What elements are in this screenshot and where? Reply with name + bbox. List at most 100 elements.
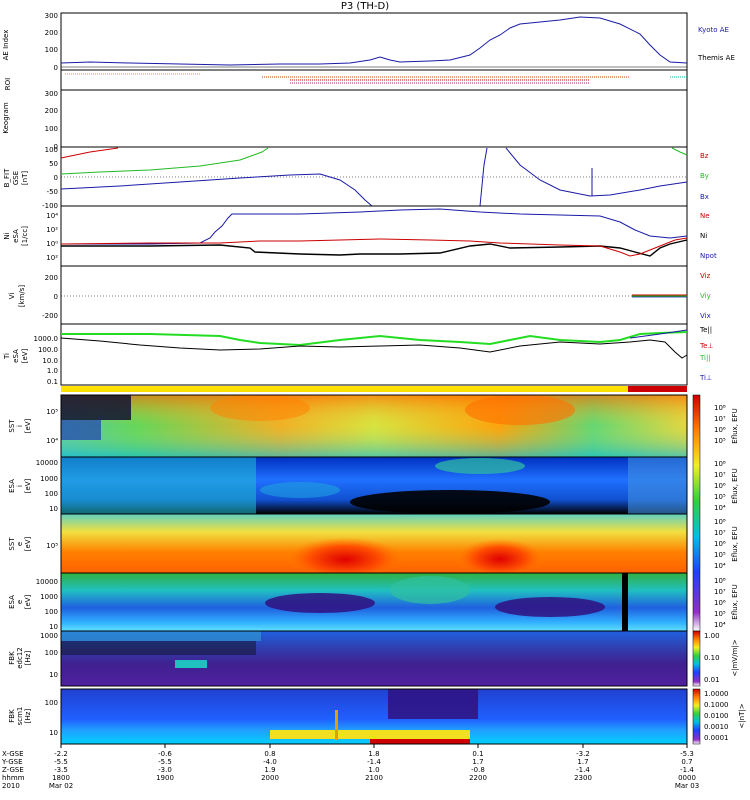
- axis-row-label-4: 2010: [2, 782, 20, 790]
- legend-ti-par: Ti||: [699, 354, 711, 362]
- axis-col-3-hhmm: 2100: [365, 774, 383, 782]
- by-line: [60, 147, 269, 175]
- ne-line: [60, 237, 688, 257]
- bz-line: [60, 147, 119, 159]
- esa-electron-ylabel-2: [eV]: [24, 594, 32, 609]
- velocity-panel: Vi [km/s] -200 0 200 Viz Viy Vix: [8, 265, 711, 325]
- axis-col-5-y: 1.7: [577, 758, 588, 766]
- esa-electron-ytick-2: 100: [45, 608, 58, 616]
- fbk-b-ytick-0: 100: [45, 699, 58, 707]
- cbar4-tick-1: 10⁷: [714, 588, 726, 596]
- density-ylabel-2: [1/cc]: [21, 226, 29, 246]
- legend-bz: Bz: [700, 152, 709, 160]
- ae-ylabel: AE Index: [2, 30, 10, 61]
- te-par-line: [60, 337, 688, 359]
- density-ylabel-0: Ni: [3, 232, 11, 239]
- axis-col-2-z: 1.9: [264, 766, 275, 774]
- density-ylabel-1: eSA: [12, 229, 20, 243]
- esa-ion-ytick-0: 10000: [36, 459, 58, 467]
- bfit-panel: B_FIT GSE [nT] -100 -50 0 50 100 Bz By B…: [3, 146, 709, 210]
- cbar2-tick-0: 10⁸: [714, 460, 726, 468]
- cbar3-tick-3: 10⁵: [714, 551, 726, 559]
- fbk-e-ylabel-1: edc12: [16, 647, 24, 669]
- legend-ne: Ne: [700, 212, 710, 220]
- ti-par-line: [61, 331, 688, 347]
- axis-col-1: -0.6 -5.5 -3.0 1900: [156, 750, 174, 782]
- axis-col-6-hhmm: 0000: [678, 774, 696, 782]
- axis-col-4-y: 1.7: [472, 758, 483, 766]
- bfit-ytick-1: -50: [47, 188, 58, 196]
- keogram-ytick-0: 0: [54, 143, 58, 151]
- sst-ion-panel: SST i [eV] 10⁵ 10⁴: [8, 394, 688, 458]
- bx-line-3: [505, 147, 688, 197]
- npot-line: [61, 208, 688, 245]
- legend-ti-perp: Ti⊥: [699, 374, 712, 382]
- density-ytick-1: 10⁰: [46, 240, 58, 248]
- keogram-ytick-2: 200: [45, 107, 58, 115]
- esa-electron-ylabel-1: e: [16, 600, 24, 604]
- temperature-ylabel-2: [eV]: [21, 348, 29, 363]
- axis-row-label-3: hhmm: [2, 774, 25, 782]
- fbk-e-ytick-1: 100: [45, 649, 58, 657]
- bfit-ylabel-1: GSE: [12, 171, 20, 185]
- fbk-b-ylabel-1: scm1: [16, 707, 24, 726]
- temperature-ylabel-0: Ti: [3, 353, 11, 360]
- ae-ytick-0: 0: [54, 64, 58, 72]
- esa-electron-ytick-3: 10: [49, 623, 58, 631]
- cbar2-tick-3: 10⁵: [714, 493, 726, 501]
- axis-col-1-x: -0.6: [158, 750, 172, 758]
- axis-col-0-hhmm: 1800: [52, 774, 70, 782]
- velocity-ytick-1: 0: [54, 293, 58, 301]
- fbk-e-ylabel-2: [Hz]: [24, 651, 32, 666]
- cbar6-tick-2: 0.0100: [704, 712, 729, 720]
- sst-electron-panel: SST e [eV] 10⁵: [8, 513, 688, 577]
- cbar1-tick-0: 10⁸: [714, 404, 726, 412]
- cbar2-label: Eflux, EFU: [731, 468, 739, 503]
- axis-col-5: -3.2 1.7 -1.4 2300: [574, 750, 592, 782]
- esa-ion-ylabel-0: ESA: [8, 479, 16, 493]
- legend-npot: Npot: [700, 252, 717, 260]
- axis-col-3: 1.8 -1.4 1.0 2100: [365, 750, 383, 782]
- axis-col-0-date: Mar 02: [49, 782, 73, 790]
- colorbars: 10⁸ 10⁷ 10⁶ 10⁵ Eflux, EFU 10⁸ 10⁷ 10⁶ 1…: [692, 394, 746, 745]
- density-ytick-3: 10⁴: [46, 212, 58, 220]
- bfit-ylabel-0: B_FIT: [3, 168, 11, 187]
- axis-col-4-z: -0.8: [471, 766, 485, 774]
- fbk-b-ylabel-2: [Hz]: [24, 709, 32, 724]
- esa-ion-ylabel-1: i: [16, 485, 24, 487]
- sst-ion-ytick-1: 10⁴: [46, 437, 58, 445]
- axis-col-3-z: 1.0: [368, 766, 379, 774]
- axis-row-label-0: X-GSE: [2, 750, 24, 758]
- fbk-b-ytick-1: 10: [49, 729, 58, 737]
- axis-col-5-z: -1.4: [576, 766, 590, 774]
- axis-col-6-x: -5.3: [680, 750, 694, 758]
- temperature-ylabel-1: eSA: [12, 349, 20, 363]
- cbar4-tick-4: 10⁴: [714, 621, 726, 629]
- axis-col-4-hhmm: 2200: [469, 774, 487, 782]
- mode-bar: [61, 386, 687, 392]
- axis-col-1-z: -3.0: [158, 766, 172, 774]
- ae-ytick-3: 300: [45, 12, 58, 20]
- bx-line: [60, 173, 373, 207]
- axis-col-3-y: -1.4: [367, 758, 381, 766]
- esa-ion-panel: ESA i [eV] 10000 1000 100 10: [8, 456, 688, 515]
- cbar6-tick-0: 1.0000: [704, 690, 729, 698]
- fbk-b-ylabel-0: FBK: [8, 709, 16, 723]
- axis-col-2-y: -4.0: [263, 758, 277, 766]
- fbk-e-panel: FBK edc12 [Hz] 1000 100 10: [8, 630, 688, 687]
- bottom-axis: X-GSE Y-GSE Z-GSE hhmm 2010 -2.2 -5.5 -3…: [1, 744, 699, 790]
- sst-electron-ylabel-1: e: [16, 542, 24, 546]
- axis-col-0-y: -5.5: [54, 758, 68, 766]
- cbar1-tick-1: 10⁷: [714, 415, 726, 423]
- cbar2-tick-1: 10⁷: [714, 471, 726, 479]
- axis-col-1-y: -5.5: [158, 758, 172, 766]
- bfit-ylabel-2: [nT]: [21, 171, 29, 185]
- temperature-ytick-4: 0.1: [47, 378, 58, 386]
- kyoto-ae-line: [60, 16, 688, 66]
- axis-col-6-z: -1.4: [680, 766, 694, 774]
- cbar6-tick-3: 0.0010: [704, 723, 729, 731]
- velocity-ytick-2: 200: [45, 274, 58, 282]
- legend-te-par: Te||: [699, 326, 712, 334]
- keogram-ytick-3: 300: [45, 90, 58, 98]
- axis-col-3-x: 1.8: [368, 750, 379, 758]
